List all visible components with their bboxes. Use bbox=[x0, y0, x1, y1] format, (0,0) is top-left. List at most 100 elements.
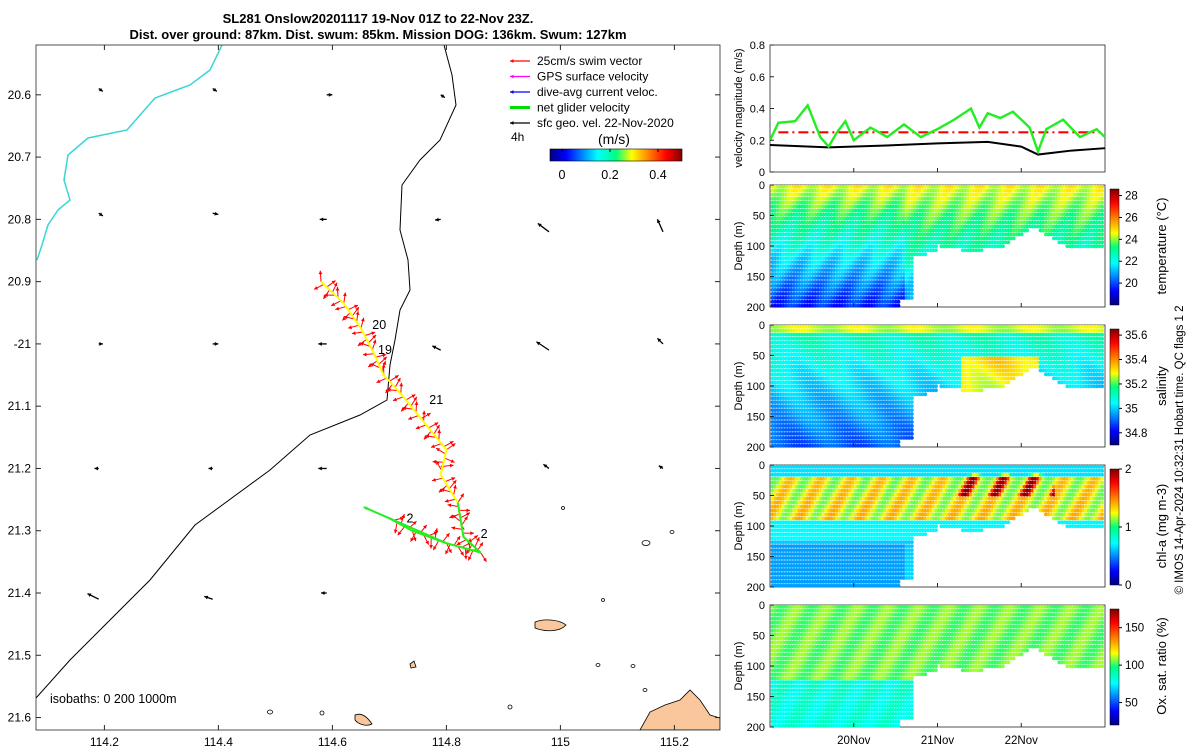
depth-tick-label: 100 bbox=[747, 241, 765, 253]
geo-vector bbox=[537, 222, 550, 233]
colorbar-label: chl-a (mg m-3) bbox=[1154, 484, 1169, 569]
swim-vector bbox=[359, 342, 371, 347]
swim-vector bbox=[386, 388, 398, 392]
depth-tick-label: 50 bbox=[753, 351, 765, 363]
swim-vector bbox=[318, 270, 323, 282]
geo-vector bbox=[326, 92, 333, 97]
geo-vector bbox=[98, 212, 104, 217]
swim-vector bbox=[425, 434, 437, 439]
swim-vector bbox=[430, 443, 442, 448]
depth-tick-label: 0 bbox=[759, 460, 765, 472]
colorbar-tick-label: 0.4 bbox=[649, 168, 666, 182]
swim-vector bbox=[370, 363, 381, 369]
map-x-tick-label: 114.2 bbox=[90, 735, 119, 749]
map-y-tick-label: 21.2 bbox=[8, 461, 32, 475]
swim-vector bbox=[347, 304, 359, 311]
profile-panel-oxygen: 0 50 100 150 200 Depth (m) 50 100 150 Ox. sat. ra… bbox=[733, 600, 1169, 734]
swim-vector bbox=[428, 422, 439, 429]
profile-panel-salinity: 0 50 100 150 200 Depth (m) 34.8 35 35.2 35.4 35.6 s… bbox=[733, 320, 1169, 454]
time-tick-label: 21Nov bbox=[921, 735, 954, 747]
map-y-tick-label: 21.5 bbox=[8, 648, 32, 662]
swim-vector bbox=[410, 396, 418, 407]
geo-vector bbox=[432, 345, 441, 351]
depth-tick-label: 150 bbox=[747, 552, 765, 564]
velocity-y-axis: 0 0.2 0.4 0.6 0.8 bbox=[750, 40, 1022, 179]
map-x-tick-label: 114.4 bbox=[204, 735, 233, 749]
swim-vector bbox=[355, 311, 360, 323]
colorbar-tick-label: 26 bbox=[1125, 212, 1138, 224]
velocity-timeseries-panel: 0 0.2 0.4 0.6 0.8 velocity magnitude (m/s) bbox=[733, 40, 1106, 179]
map-panel: 20 19 21 2 2 114.2 114.4 114.6 114.8 115 115.2 20… bbox=[8, 44, 721, 749]
net-glider-speed-line bbox=[768, 102, 1106, 155]
swim-vector bbox=[330, 300, 342, 307]
colorbar-label: salinity bbox=[1154, 366, 1169, 406]
map-y-tick-label: 21.6 bbox=[8, 711, 32, 725]
swim-vector bbox=[375, 353, 387, 358]
swim-vector bbox=[432, 459, 444, 464]
depth-tick-label: 150 bbox=[747, 692, 765, 704]
swim-vector bbox=[389, 374, 399, 382]
depth-tick-label: 50 bbox=[753, 211, 765, 223]
figure-title: SL281 Onslow20201117 19-Nov 01Z to 22-No… bbox=[223, 11, 534, 26]
map-y-tick-label: -21 bbox=[14, 337, 32, 351]
swim-vector bbox=[435, 447, 446, 455]
geo-vector bbox=[318, 466, 327, 471]
map-y-axis: 20.6 20.7 20.8 20.9 -21 21.1 21.2 21.3 21.4 21.5 2… bbox=[8, 88, 720, 725]
swim-vector bbox=[410, 531, 417, 542]
swim-vector bbox=[360, 317, 365, 329]
velocity-ylabel: velocity magnitude (m/s) bbox=[733, 48, 745, 167]
geo-vector bbox=[94, 466, 99, 471]
geo-vector bbox=[212, 87, 218, 92]
swim-vector bbox=[402, 406, 414, 411]
swim-vector bbox=[460, 512, 471, 519]
isobaths-label: isobaths: 0 200 1000m bbox=[50, 692, 176, 706]
geo-vector bbox=[208, 466, 213, 471]
depth-tick-label: 50 bbox=[753, 491, 765, 503]
swim-vector bbox=[463, 548, 468, 560]
profile-scatter bbox=[770, 464, 1105, 588]
profile-colorbar bbox=[1109, 468, 1120, 586]
swim-vector bbox=[456, 539, 467, 546]
geo-vector bbox=[321, 591, 327, 595]
profile-colorbar bbox=[1109, 328, 1120, 446]
swim-vector bbox=[422, 410, 426, 422]
swim-vector bbox=[444, 477, 456, 483]
profile-scatter bbox=[770, 324, 1105, 448]
swim-vector bbox=[368, 334, 377, 344]
profile-panel-temperature: 0 50 100 150 200 Depth (m) 20 22 24 26 28 temperatu… bbox=[733, 180, 1169, 314]
colorbar-tick-label: 50 bbox=[1125, 698, 1138, 710]
swim-vector bbox=[445, 544, 451, 555]
map-y-tick-label: 21.1 bbox=[8, 399, 32, 413]
legend-label: sfc geo. vel. 22-Nov-2020 bbox=[537, 116, 674, 130]
velocity-y-tick-label: 0.2 bbox=[750, 135, 765, 147]
swim-vector bbox=[399, 382, 404, 394]
footer-credit: © IMOS 14-Apr-2024 10:32:31 Hobart time.… bbox=[1174, 305, 1186, 594]
swim-vector bbox=[393, 522, 398, 534]
geo-vector bbox=[212, 341, 219, 346]
swim-vector bbox=[313, 283, 325, 290]
swim-vector bbox=[474, 537, 480, 548]
isobath-200m bbox=[36, 45, 457, 699]
colorbar-tick-label: 0 bbox=[1125, 580, 1131, 592]
swim-vector bbox=[437, 429, 442, 441]
colorbar-tick-label: 1 bbox=[1125, 522, 1131, 534]
legend-swatch bbox=[510, 74, 530, 79]
depth-tick-label: 100 bbox=[747, 661, 765, 673]
day-label: 20 bbox=[372, 318, 386, 332]
depth-tick-label: 200 bbox=[747, 442, 765, 454]
velocity-y-tick-label: 0 bbox=[759, 167, 765, 179]
map-x-axis: 114.2 114.4 114.6 114.8 115 115.2 bbox=[90, 45, 689, 749]
swim-vector bbox=[435, 460, 443, 471]
geo-vector bbox=[87, 593, 99, 600]
map-y-tick-label: 20.7 bbox=[8, 150, 32, 164]
colorbar-tick-label: 35.4 bbox=[1125, 355, 1148, 367]
profile-scatter bbox=[770, 184, 1105, 308]
map-y-tick-label: 20.6 bbox=[8, 88, 32, 102]
depth-label: Depth (m) bbox=[733, 222, 745, 271]
swim-vector bbox=[480, 552, 487, 563]
map-x-tick-label: 115 bbox=[551, 735, 570, 749]
colorbar-tick-label: 22 bbox=[1125, 256, 1138, 268]
figure-subtitle: Dist. over ground: 87km. Dist. swum: 85k… bbox=[129, 27, 626, 42]
